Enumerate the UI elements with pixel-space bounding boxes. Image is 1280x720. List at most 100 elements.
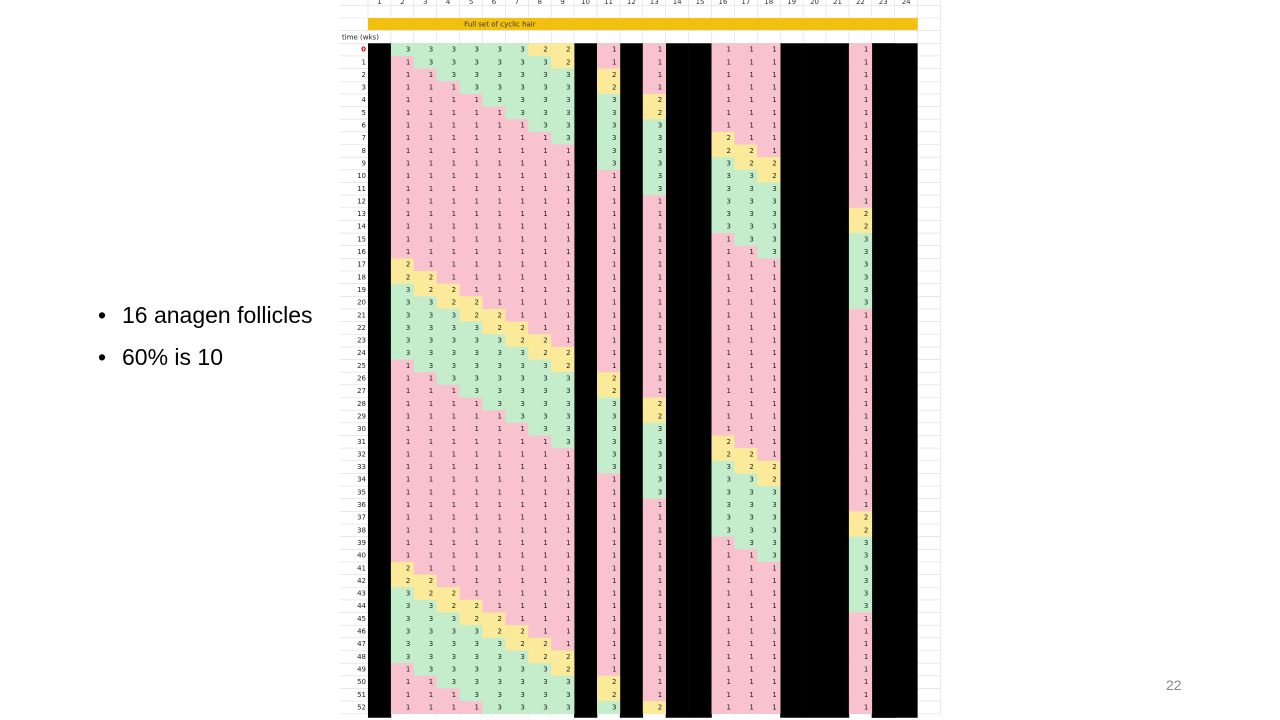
cell (597, 701, 621, 715)
row-time: 4 (362, 96, 367, 104)
cell (734, 106, 758, 120)
cell-value: 1 (864, 147, 868, 155)
cell (711, 675, 735, 689)
cell-value: 1 (520, 197, 524, 205)
cell (551, 182, 575, 196)
cell-value: 3 (497, 653, 501, 661)
cell-value: 1 (429, 261, 433, 269)
cell (642, 182, 666, 196)
cell (597, 410, 621, 424)
cell-value: 2 (658, 400, 662, 408)
cell-value: 3 (429, 653, 433, 661)
cell (505, 207, 529, 221)
cell-value: 3 (520, 84, 524, 92)
cell-value: 1 (658, 628, 662, 636)
cell (711, 220, 735, 234)
cell-value: 2 (406, 577, 410, 585)
cell-value: 1 (749, 678, 753, 686)
cell-value: 1 (543, 235, 547, 243)
column-header: 6 (492, 0, 497, 6)
cell (597, 296, 621, 310)
cell-value: 3 (475, 691, 479, 699)
cell (597, 233, 621, 246)
cell-value: 3 (566, 96, 570, 104)
cell (505, 308, 529, 322)
cell-value: 3 (726, 526, 730, 534)
row-time: 29 (357, 412, 366, 420)
cell-value: 1 (497, 159, 501, 167)
cell (459, 524, 483, 537)
cell (505, 283, 529, 297)
cell-value: 3 (497, 349, 501, 357)
cell (528, 346, 552, 360)
cell (711, 346, 735, 360)
cell-value: 1 (658, 602, 662, 610)
cell-value: 3 (475, 628, 479, 636)
cell (482, 220, 506, 234)
cell (711, 258, 735, 272)
cell-value: 3 (749, 514, 753, 522)
cell-value: 1 (772, 84, 776, 92)
cell (390, 422, 415, 436)
cell-value: 1 (726, 46, 730, 54)
cell-value: 1 (566, 261, 570, 269)
cell-value: 3 (497, 665, 501, 673)
cell (711, 372, 735, 386)
cell-value: 3 (543, 678, 547, 686)
cell (734, 220, 758, 234)
cell-value: 1 (612, 488, 616, 496)
cell (757, 271, 781, 284)
cell (757, 106, 781, 120)
cell-value: 1 (452, 703, 456, 711)
cell (711, 599, 735, 613)
cell-value: 1 (749, 552, 753, 560)
cell (436, 549, 460, 563)
cell-value: 1 (658, 514, 662, 522)
cell-value: 1 (658, 577, 662, 585)
cell-value: 1 (452, 387, 456, 395)
cell-value: 3 (475, 84, 479, 92)
cell (734, 637, 758, 651)
cell-value: 1 (429, 84, 433, 92)
cell-value: 1 (406, 400, 410, 408)
cell-value: 3 (864, 552, 868, 560)
cell (848, 536, 873, 550)
cell (848, 574, 873, 588)
cell-value: 1 (497, 488, 501, 496)
cell-value: 1 (520, 539, 524, 547)
cell-value: 1 (406, 552, 410, 560)
cell-value: 1 (566, 185, 570, 193)
cell-value: 1 (406, 58, 410, 66)
cell (528, 524, 552, 537)
cell-value: 2 (612, 375, 616, 383)
cell (413, 271, 437, 284)
cell-value: 3 (497, 362, 501, 370)
cell (734, 233, 758, 246)
cell-value: 1 (475, 590, 479, 598)
cell (711, 81, 735, 95)
cell-value: 1 (864, 438, 868, 446)
cell (528, 55, 552, 69)
cell (390, 220, 415, 234)
cell-value: 3 (497, 400, 501, 408)
cell (757, 625, 781, 639)
cell-value: 1 (864, 476, 868, 484)
cell-value: 3 (543, 96, 547, 104)
cell-value: 1 (543, 286, 547, 294)
cell-value: 3 (772, 223, 776, 231)
cell (551, 675, 575, 689)
cell-value: 2 (612, 84, 616, 92)
cell-value: 1 (864, 375, 868, 383)
cell-value: 2 (612, 71, 616, 79)
cell-value: 1 (520, 552, 524, 560)
cell-value: 1 (772, 628, 776, 636)
cell (482, 650, 506, 664)
cell (390, 321, 415, 335)
cell (734, 68, 758, 82)
cell (551, 207, 575, 221)
cell (482, 245, 506, 259)
cell-value: 1 (864, 400, 868, 408)
cell-value: 2 (566, 58, 570, 66)
cell-value: 3 (452, 362, 456, 370)
cell (642, 359, 666, 373)
